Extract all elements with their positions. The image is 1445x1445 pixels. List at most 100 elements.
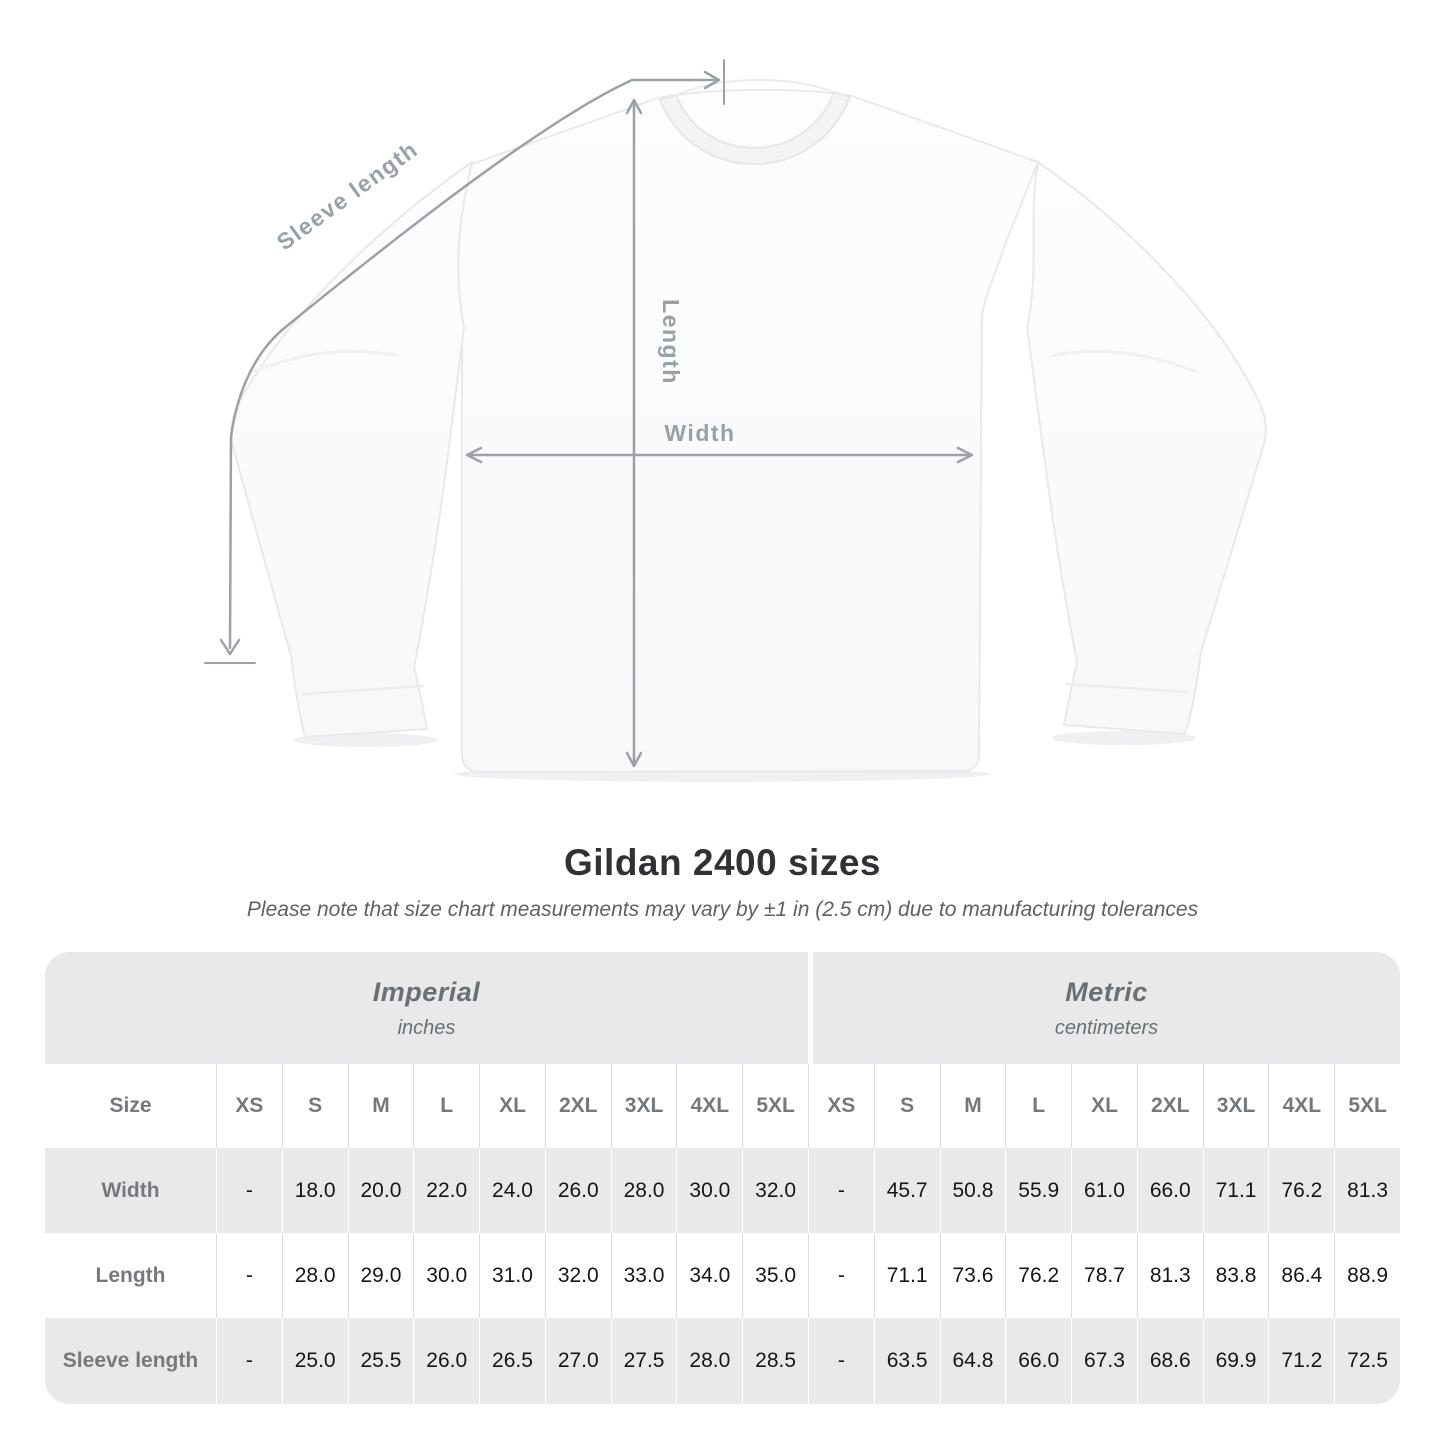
value-cell: 20.0 bbox=[347, 1148, 414, 1233]
value-cell: 32.0 bbox=[544, 1233, 611, 1318]
value-cell: 72.5 bbox=[1334, 1318, 1400, 1404]
value-cell: 32.0 bbox=[742, 1148, 808, 1233]
value-cell: 27.5 bbox=[610, 1318, 677, 1404]
value-cell: 24.0 bbox=[479, 1148, 545, 1233]
size-table: Imperial inches Metric centimeters Size … bbox=[45, 952, 1400, 1404]
value-cell: 76.2 bbox=[1005, 1233, 1071, 1318]
width-line bbox=[465, 446, 974, 464]
value-cell: 34.0 bbox=[676, 1233, 742, 1318]
size-header-cell: XS bbox=[808, 1064, 874, 1148]
shirt-measurement-diagram: Sleeve length Length Width bbox=[204, 59, 1267, 782]
row-label-sleeve-length: Sleeve length bbox=[62, 1349, 199, 1372]
unit-band-row: Imperial inches Metric centimeters bbox=[45, 952, 1400, 1064]
size-header-label: Size bbox=[109, 1094, 152, 1117]
value-cell: - bbox=[808, 1148, 874, 1233]
size-header-cell: 2XL bbox=[1136, 1064, 1203, 1148]
width-label: Width bbox=[664, 420, 735, 446]
length-line bbox=[625, 98, 643, 768]
value-cell: 30.0 bbox=[413, 1233, 479, 1318]
shirt-right-sleeve bbox=[1025, 160, 1267, 736]
value-cell: - bbox=[216, 1148, 282, 1233]
value-cell: 69.9 bbox=[1202, 1318, 1269, 1404]
size-header-cell: M bbox=[347, 1064, 414, 1148]
value-cell: 25.5 bbox=[347, 1318, 414, 1404]
value-cell: 71.2 bbox=[1268, 1318, 1334, 1404]
size-header-cell: XL bbox=[479, 1064, 545, 1148]
imperial-band: Imperial inches bbox=[45, 952, 808, 1064]
value-cell: 63.5 bbox=[873, 1318, 940, 1404]
sleeve-length-row: Sleeve length - 25.0 25.5 26.0 26.5 27.0… bbox=[45, 1318, 1400, 1404]
value-cell: - bbox=[216, 1318, 282, 1404]
size-header-cell: 5XL bbox=[1334, 1064, 1400, 1148]
value-cell: 28.0 bbox=[676, 1318, 742, 1404]
value-cell: 66.0 bbox=[1005, 1318, 1071, 1404]
size-header-cell: 4XL bbox=[1268, 1064, 1334, 1148]
size-header-cell: S bbox=[873, 1064, 940, 1148]
metric-label: Metric bbox=[1065, 976, 1148, 1007]
shirt-body bbox=[444, 88, 1040, 774]
value-cell: 86.4 bbox=[1268, 1233, 1334, 1318]
value-cell: 55.9 bbox=[1005, 1148, 1071, 1233]
value-cell: 83.8 bbox=[1202, 1233, 1269, 1318]
value-cell: 66.0 bbox=[1136, 1148, 1203, 1233]
value-cell: 25.0 bbox=[281, 1318, 348, 1404]
value-cell: 88.9 bbox=[1334, 1233, 1400, 1318]
value-cell: 28.0 bbox=[610, 1148, 677, 1233]
size-header-cell: XS bbox=[216, 1064, 282, 1148]
value-cell: 71.1 bbox=[1202, 1148, 1269, 1233]
imperial-unit: inches bbox=[397, 1016, 456, 1039]
length-row: Length - 28.0 29.0 30.0 31.0 32.0 33.0 3… bbox=[45, 1233, 1400, 1318]
value-cell: 67.3 bbox=[1071, 1318, 1137, 1404]
value-cell: - bbox=[808, 1318, 874, 1404]
size-header-cell: 4XL bbox=[676, 1064, 742, 1148]
size-header-cell: 5XL bbox=[742, 1064, 808, 1148]
value-cell: 81.3 bbox=[1334, 1148, 1400, 1233]
value-cell: 45.7 bbox=[873, 1148, 940, 1233]
row-label-width: Width bbox=[101, 1178, 160, 1202]
size-header-cell: 2XL bbox=[544, 1064, 611, 1148]
length-label: Length bbox=[658, 299, 684, 385]
value-cell: 26.5 bbox=[479, 1318, 545, 1404]
value-cell: 64.8 bbox=[939, 1318, 1006, 1404]
size-header-cell: L bbox=[413, 1064, 479, 1148]
value-cell: 28.5 bbox=[742, 1318, 808, 1404]
value-cell: 27.0 bbox=[544, 1318, 611, 1404]
tolerance-note: Please note that size chart measurements… bbox=[246, 898, 1199, 921]
value-cell: 81.3 bbox=[1136, 1233, 1203, 1318]
size-header-cell: S bbox=[281, 1064, 348, 1148]
shirt-illustration bbox=[230, 78, 1267, 774]
sleeve-length-line bbox=[204, 59, 725, 664]
value-cell: 76.2 bbox=[1268, 1148, 1334, 1233]
value-cell: 30.0 bbox=[676, 1148, 742, 1233]
shirt-left-sleeve bbox=[230, 159, 474, 739]
imperial-label: Imperial bbox=[372, 976, 481, 1007]
value-cell: - bbox=[216, 1233, 282, 1318]
size-header-cell: 3XL bbox=[610, 1064, 677, 1148]
value-cell: 31.0 bbox=[479, 1233, 545, 1318]
row-label-length: Length bbox=[95, 1263, 166, 1287]
size-header-cell: 3XL bbox=[1202, 1064, 1269, 1148]
value-cell: 71.1 bbox=[873, 1233, 940, 1318]
size-header-row: Size XS S M L XL 2XL 3XL 4XL 5XL XS S M … bbox=[45, 1064, 1400, 1148]
value-cell: 35.0 bbox=[742, 1233, 808, 1318]
shirt-collar bbox=[658, 90, 852, 166]
page-title: Gildan 2400 sizes bbox=[563, 842, 881, 883]
value-cell: 18.0 bbox=[281, 1148, 348, 1233]
value-cell: 29.0 bbox=[347, 1233, 414, 1318]
value-cell: - bbox=[808, 1233, 874, 1318]
size-header-cell: XL bbox=[1071, 1064, 1137, 1148]
value-cell: 33.0 bbox=[610, 1233, 677, 1318]
value-cell: 22.0 bbox=[413, 1148, 479, 1233]
size-header-cell: L bbox=[1005, 1064, 1071, 1148]
value-cell: 28.0 bbox=[281, 1233, 348, 1318]
metric-unit: centimeters bbox=[1054, 1016, 1159, 1039]
metric-band: Metric centimeters bbox=[808, 952, 1400, 1064]
measurement-lines bbox=[204, 59, 974, 768]
value-cell: 26.0 bbox=[544, 1148, 611, 1233]
value-cell: 68.6 bbox=[1136, 1318, 1203, 1404]
value-cell: 73.6 bbox=[939, 1233, 1006, 1318]
value-cell: 78.7 bbox=[1071, 1233, 1137, 1318]
value-cell: 26.0 bbox=[413, 1318, 479, 1404]
value-cell: 61.0 bbox=[1071, 1148, 1137, 1233]
